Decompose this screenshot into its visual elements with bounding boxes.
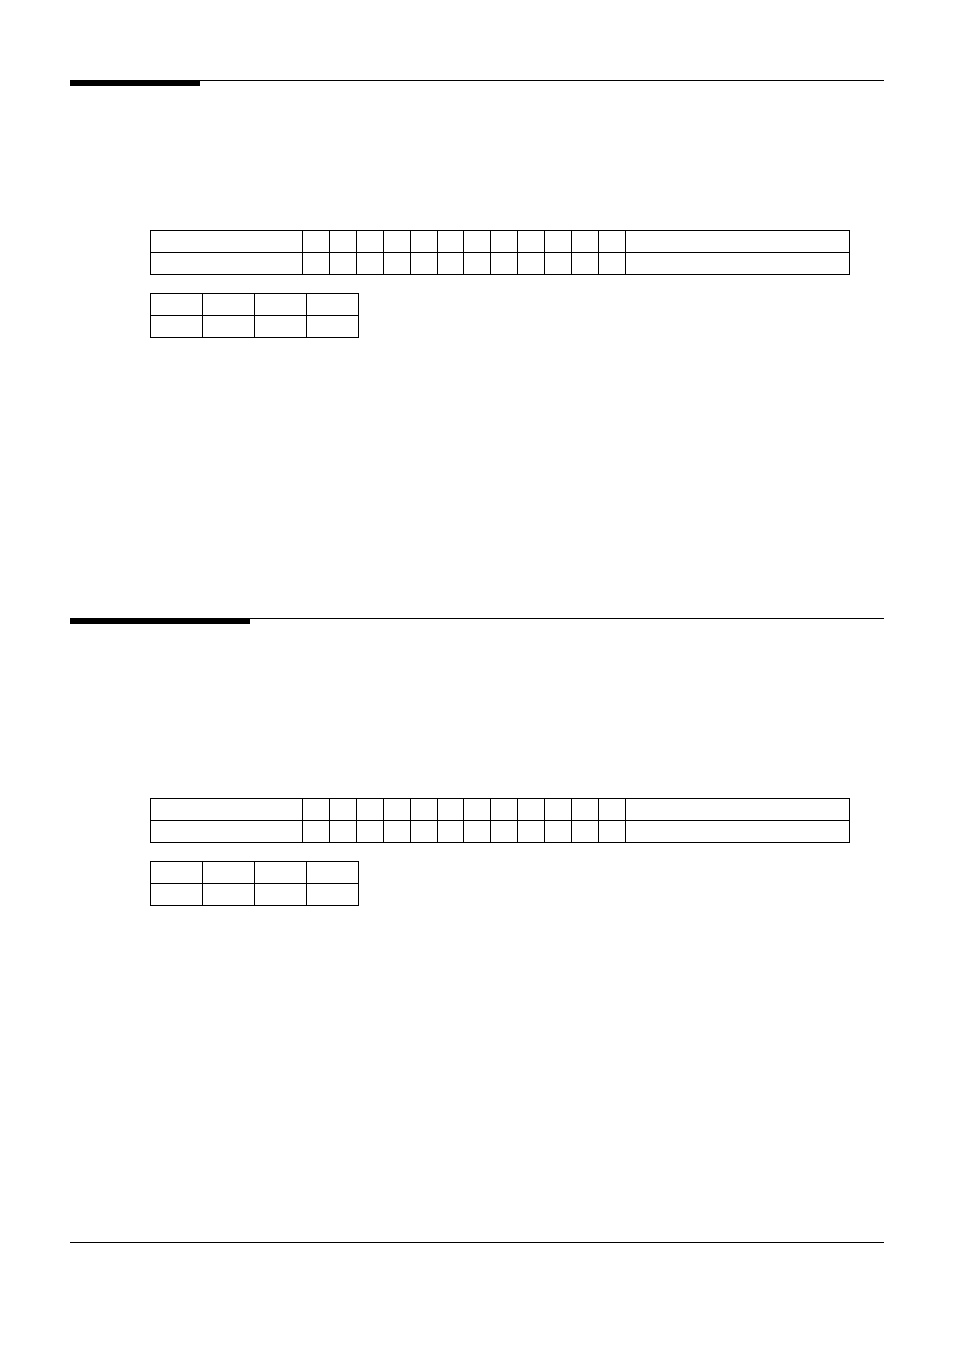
bit-cell [491,799,518,821]
table-row [151,862,359,884]
bit-cell [356,821,383,843]
table-row [151,253,850,275]
bit-cell [410,253,437,275]
bit-cell [383,821,410,843]
bit-cell [491,821,518,843]
bit-cell [437,231,464,253]
spacer [150,140,850,230]
bit-cell [518,799,545,821]
bit-cell [572,253,599,275]
bit-cell [545,799,572,821]
bit-cell [572,231,599,253]
sub-cell [203,316,255,338]
sub-cell [151,316,203,338]
bit-cell [302,253,329,275]
sub-cell [307,294,359,316]
mnemonic-cell [151,821,303,843]
spacer [150,678,850,798]
section-rule [70,618,884,628]
bit-cell [437,799,464,821]
page-content [70,80,884,946]
bit-cell [518,231,545,253]
bit-cell [437,253,464,275]
bit-cell [329,253,356,275]
field-cell [626,821,850,843]
sub-cell [151,294,203,316]
instruction-encoding-table [150,230,850,275]
sub-cell [307,884,359,906]
bit-cell [599,253,626,275]
bit-cell [329,799,356,821]
bit-cell [572,799,599,821]
operation-table [150,861,359,906]
bit-cell [383,799,410,821]
bit-cell [464,253,491,275]
sub-cell [255,294,307,316]
table-row [151,884,359,906]
sub-cell [307,316,359,338]
bit-cell [410,231,437,253]
field-cell [626,231,850,253]
bit-cell [410,821,437,843]
bit-cell [599,799,626,821]
bit-cell [356,231,383,253]
sub-cell [255,884,307,906]
bit-cell [545,231,572,253]
sub-cell [203,862,255,884]
bit-cell [356,253,383,275]
sub-cell [151,862,203,884]
bit-cell [302,821,329,843]
bit-cell [491,231,518,253]
operation-table [150,293,359,338]
bit-cell [599,821,626,843]
section-rule [70,80,884,90]
bit-cell [599,231,626,253]
bit-cell [464,821,491,843]
sub-cell [255,862,307,884]
bit-cell [302,231,329,253]
field-cell [626,799,850,821]
table-row [151,799,850,821]
bit-cell [518,821,545,843]
instruction-encoding-table [150,798,850,843]
mnemonic-cell [151,799,303,821]
bit-cell [491,253,518,275]
bit-cell [383,253,410,275]
bit-cell [383,231,410,253]
section-body [150,678,850,906]
sub-cell [203,294,255,316]
sub-cell [151,884,203,906]
bit-cell [437,821,464,843]
bit-cell [464,231,491,253]
mnemonic-cell [151,253,303,275]
mnemonic-cell [151,231,303,253]
thick-rule [70,80,200,86]
bit-cell [545,253,572,275]
bit-cell [302,799,329,821]
field-cell [626,253,850,275]
bit-cell [572,821,599,843]
table-row [151,821,850,843]
table-row [151,294,359,316]
sub-cell [255,316,307,338]
bit-cell [329,821,356,843]
bit-cell [410,799,437,821]
thick-rule [70,618,250,624]
sub-cell [203,884,255,906]
bit-cell [329,231,356,253]
footer-rule [70,1242,884,1243]
table-row [151,316,359,338]
table-row [151,231,850,253]
section-body [150,140,850,338]
bit-cell [545,821,572,843]
bit-cell [356,799,383,821]
sub-cell [307,862,359,884]
bit-cell [464,799,491,821]
bit-cell [518,253,545,275]
